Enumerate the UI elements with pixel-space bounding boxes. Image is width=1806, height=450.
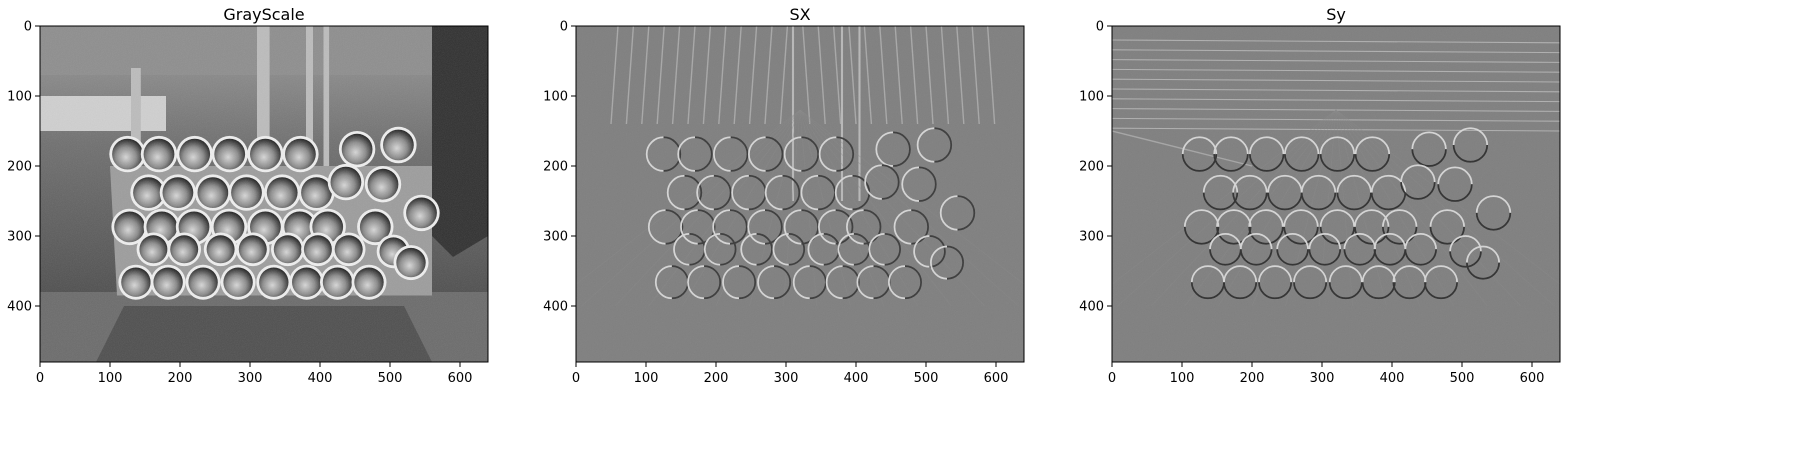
y-tick-label: 100 [1079, 90, 1104, 105]
x-tick-label: 600 [1520, 371, 1545, 386]
x-tick-label: 500 [1450, 371, 1475, 386]
y-tick-label: 0 [24, 20, 32, 35]
panel-title: SX [789, 5, 811, 24]
x-tick-label: 300 [774, 371, 799, 386]
x-tick-label: 200 [168, 371, 193, 386]
sobel-y-image [1112, 26, 1560, 362]
y-tick-label: 200 [1079, 160, 1104, 175]
y-tick-label: 300 [1079, 230, 1104, 245]
y-tick-label: 400 [543, 300, 568, 315]
y-tick-label: 400 [7, 300, 32, 315]
y-tick-label: 200 [543, 160, 568, 175]
axes-frame [575, 25, 1025, 363]
x-tick-label: 400 [308, 371, 333, 386]
y-tick-label: 0 [1096, 20, 1104, 35]
x-tick-label: 300 [238, 371, 263, 386]
y-tick-label: 300 [7, 230, 32, 245]
x-tick-label: 100 [1170, 371, 1195, 386]
x-tick-label: 0 [572, 371, 580, 386]
x-tick-label: 500 [378, 371, 403, 386]
x-tick-label: 500 [914, 371, 939, 386]
x-tick-label: 400 [1380, 371, 1405, 386]
sobel-x-image [576, 26, 1024, 362]
y-tick-label: 400 [1079, 300, 1104, 315]
x-tick-label: 100 [98, 371, 123, 386]
plot-3 [1112, 26, 1560, 362]
y-tick-label: 200 [7, 160, 32, 175]
y-tick-label: 300 [543, 230, 568, 245]
panel-title: Sy [1326, 5, 1346, 24]
y-tick-label: 100 [543, 90, 568, 105]
grayscale-image [40, 26, 488, 362]
x-tick-label: 200 [1240, 371, 1265, 386]
x-tick-label: 200 [704, 371, 729, 386]
x-tick-label: 0 [36, 371, 44, 386]
x-tick-label: 600 [984, 371, 1009, 386]
x-tick-label: 300 [1310, 371, 1335, 386]
plot-2 [576, 26, 1024, 362]
x-tick-label: 600 [448, 371, 473, 386]
y-tick-label: 0 [560, 20, 568, 35]
axes-frame [1111, 25, 1561, 363]
x-tick-label: 100 [634, 371, 659, 386]
plot-1 [40, 26, 488, 362]
x-tick-label: 0 [1108, 371, 1116, 386]
x-tick-label: 400 [844, 371, 869, 386]
axes-frame [39, 25, 489, 363]
y-tick-label: 100 [7, 90, 32, 105]
panel-title: GrayScale [223, 5, 305, 24]
